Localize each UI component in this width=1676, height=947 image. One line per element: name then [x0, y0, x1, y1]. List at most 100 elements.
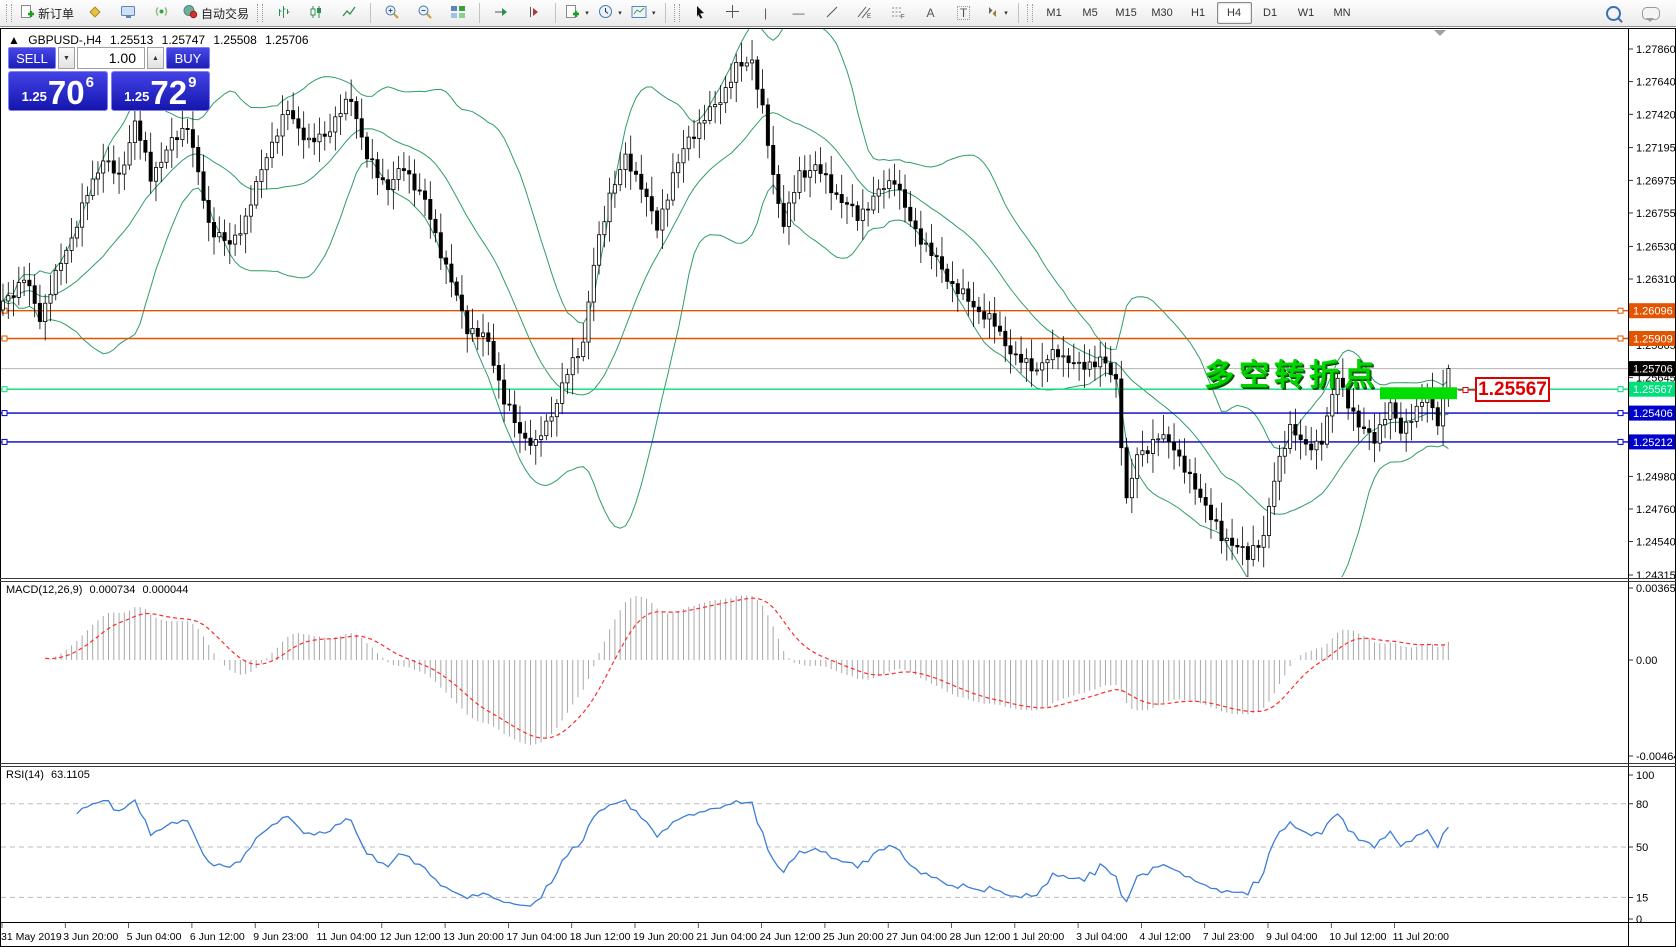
- date-axis[interactable]: 31 May 2019 3 Jun 20:00 5 Jun 04:00 6 Jun 1…: [1, 923, 1449, 943]
- horizontal-line-1.25909[interactable]: [1, 335, 1628, 342]
- zoom-in-button[interactable]: [376, 1, 408, 25]
- chat-button[interactable]: [1635, 1, 1667, 25]
- indicators-icon: [565, 4, 580, 22]
- toolbar-grip[interactable]: [673, 4, 680, 22]
- text-label-tool-button[interactable]: T: [948, 1, 980, 25]
- fibonacci-tool-button[interactable]: F: [882, 1, 914, 25]
- periods-icon: [598, 4, 613, 22]
- signals-icon: [154, 4, 169, 22]
- candlestick-chart-button[interactable]: [300, 1, 332, 25]
- svg-text:25 Jun 20:00: 25 Jun 20:00: [823, 931, 884, 943]
- new-order-label: 新订单: [38, 6, 75, 21]
- toolbar-grip[interactable]: [257, 4, 264, 22]
- svg-text:1.26096: 1.26096: [1633, 306, 1673, 318]
- zoom-in-icon: [384, 4, 400, 23]
- chart-shift-marker-icon[interactable]: [1434, 30, 1446, 36]
- periods-button[interactable]: ▾: [594, 1, 626, 25]
- volume-input[interactable]: 1.00: [77, 47, 145, 69]
- svg-text:F: F: [901, 14, 905, 19]
- svg-text:-0.004645: -0.004645: [1636, 751, 1676, 763]
- svg-text:1.26755: 1.26755: [1636, 208, 1676, 220]
- timeframe-button-h1[interactable]: H1: [1191, 7, 1206, 19]
- timeframe-button-m30[interactable]: M30: [1151, 7, 1173, 19]
- horizontal-line-tool-button[interactable]: —: [783, 1, 815, 25]
- toolbar-grip[interactable]: [1026, 4, 1033, 22]
- one-click-trading-panel: SELL ▼ 1.00 ▲ BUY 1.25 70 6 1.25 72 9: [8, 47, 210, 111]
- sell-price-big: 70: [47, 74, 85, 111]
- price-badge-1.25567: 1.25567: [1629, 381, 1675, 397]
- svg-text:3 Jul 04:00: 3 Jul 04:00: [1076, 931, 1128, 943]
- timeframe-button-mn[interactable]: MN: [1333, 7, 1351, 19]
- timeframe-button-h4[interactable]: H4: [1216, 2, 1252, 24]
- buy-price-button[interactable]: 1.25 72 9: [110, 71, 210, 111]
- bollinger-middle: [2, 112, 1449, 515]
- highlight-rectangle[interactable]: [1380, 387, 1457, 400]
- metaeditor-button[interactable]: [79, 1, 111, 25]
- svg-text:27 Jun 04:00: 27 Jun 04:00: [886, 931, 947, 943]
- line-chart-button[interactable]: [333, 1, 365, 25]
- cursor-tool-button[interactable]: [684, 1, 716, 25]
- new-order-button[interactable]: 新订单: [16, 1, 78, 25]
- volume-increase-button[interactable]: ▲: [147, 47, 164, 69]
- chart-window-button[interactable]: [112, 1, 144, 25]
- signals-button[interactable]: [145, 1, 177, 25]
- text-tool-button[interactable]: A: [915, 1, 947, 25]
- macd-name: MACD(12,26,9): [6, 584, 83, 596]
- sell-price-button[interactable]: 1.25 70 6: [8, 71, 108, 111]
- crosshair-icon: [725, 4, 740, 22]
- rsi-panel: [1, 798, 1627, 907]
- svg-text:5 Jun 04:00: 5 Jun 04:00: [127, 931, 182, 943]
- timeframe-button-m5[interactable]: M5: [1082, 7, 1098, 19]
- trendline-tool-button[interactable]: [816, 1, 848, 25]
- toolbar-grip[interactable]: [6, 4, 12, 22]
- bar-chart-button[interactable]: [267, 1, 299, 25]
- chart-shift-button[interactable]: [518, 1, 550, 25]
- svg-text:18 Jun 12:00: 18 Jun 12:00: [570, 931, 631, 943]
- chart-annotation-text[interactable]: 多空转折点: [1204, 359, 1379, 392]
- chart-header: ▲ GBPUSD-,H4 1.25513 1.25747 1.25508 1.2…: [8, 33, 314, 47]
- svg-text:19 Jun 20:00: 19 Jun 20:00: [633, 931, 694, 943]
- channel-icon: E: [857, 5, 872, 22]
- templates-button[interactable]: ▾: [627, 1, 660, 25]
- candlestick-chart-icon: [309, 5, 323, 22]
- tile-windows-button[interactable]: [442, 1, 474, 25]
- buy-button[interactable]: BUY: [166, 47, 210, 69]
- horizontal-line-1.25567[interactable]: [1, 386, 1628, 393]
- arrows-caret-icon: ▾: [1004, 10, 1008, 17]
- timeframe-button-d1[interactable]: D1: [1263, 7, 1278, 19]
- price-badge-1.25406: 1.25406: [1629, 405, 1675, 421]
- search-button[interactable]: [1597, 1, 1629, 25]
- autotrading-button[interactable]: 自动交易: [178, 1, 253, 25]
- rsi-line: [76, 798, 1449, 907]
- indicators-button[interactable]: ▾: [561, 1, 593, 25]
- price-callout-box[interactable]: 1.25567: [1475, 377, 1550, 402]
- macd-signal-line: [45, 597, 1449, 739]
- auto-scroll-button[interactable]: [485, 1, 517, 25]
- sell-button[interactable]: SELL: [8, 47, 56, 69]
- volume-decrease-button[interactable]: ▼: [58, 47, 75, 69]
- price-axis[interactable]: 1.27860 1.27640 1.27420 1.27195 1.26975 1.267…: [1628, 44, 1676, 926]
- svg-text:1.24315: 1.24315: [1636, 570, 1676, 582]
- crosshair-tool-button[interactable]: [717, 1, 749, 25]
- candles: [1, 40, 1451, 577]
- svg-text:1.25567: 1.25567: [1633, 384, 1673, 396]
- price-badge-1.25212: 1.25212: [1629, 434, 1675, 450]
- timeframe-button-m1[interactable]: M1: [1046, 7, 1062, 19]
- svg-text:9 Jul 04:00: 9 Jul 04:00: [1266, 931, 1318, 943]
- zoom-out-button[interactable]: [409, 1, 441, 25]
- horizontal-line-1.25212[interactable]: [1, 438, 1628, 445]
- svg-text:0: 0: [1636, 914, 1642, 926]
- timeframe-button-m15[interactable]: M15: [1115, 7, 1137, 19]
- chat-icon: [1642, 6, 1660, 22]
- new-order-icon: [20, 4, 35, 22]
- metaeditor-icon: [87, 4, 103, 22]
- svg-text:1.26530: 1.26530: [1636, 241, 1676, 253]
- vertical-line-tool-button[interactable]: |: [750, 1, 782, 25]
- arrows-tool-button[interactable]: ▾: [981, 1, 1013, 25]
- macd-indicator-label: MACD(12,26,9) 0.000734 0.000044: [6, 584, 192, 596]
- channel-tool-button[interactable]: E: [849, 1, 881, 25]
- chart-window-icon: [120, 4, 136, 22]
- svg-text:10 Jul 12:00: 10 Jul 12:00: [1329, 931, 1386, 943]
- timeframe-button-w1[interactable]: W1: [1297, 7, 1315, 19]
